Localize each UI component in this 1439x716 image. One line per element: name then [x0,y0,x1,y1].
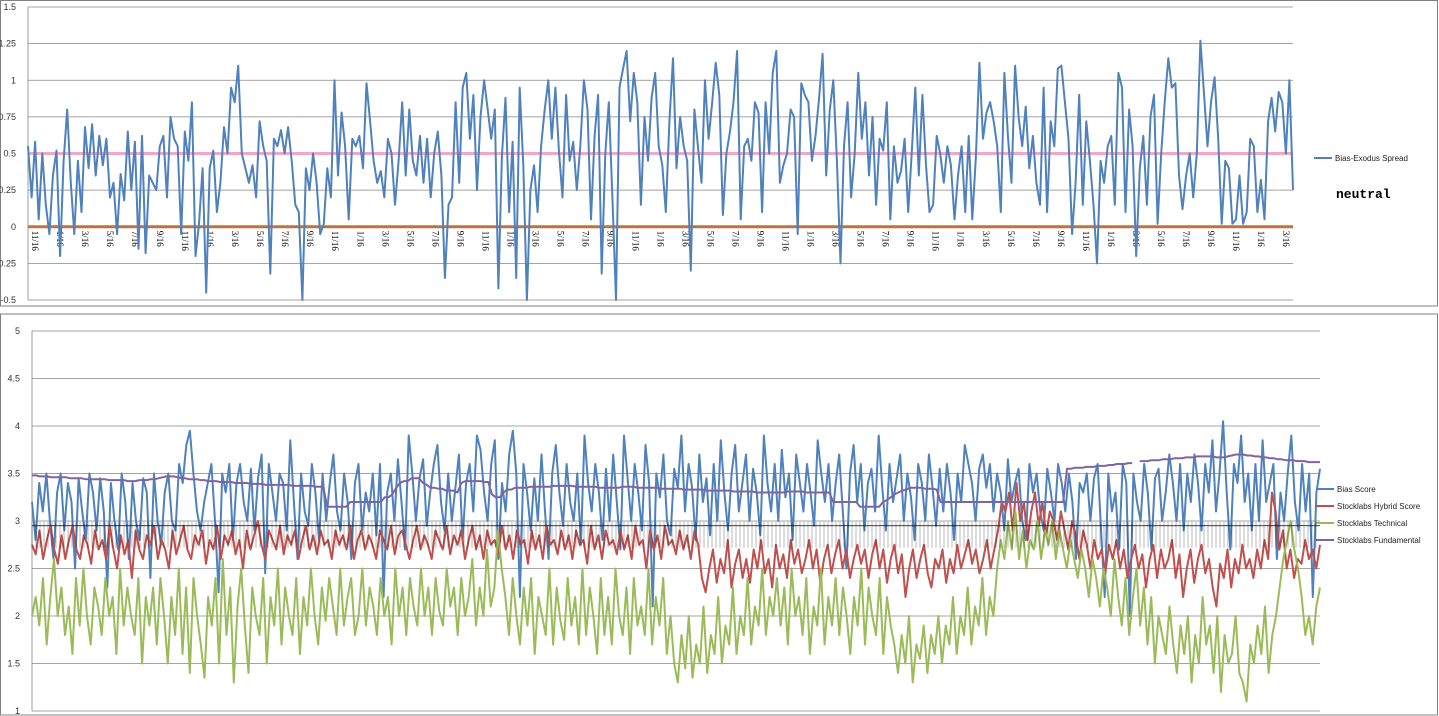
x-tick-label: 11/16 [330,231,340,252]
x-tick-label: 9/16 [155,231,165,248]
x-tick-label: 7/16 [280,231,290,248]
x-tick-label: 7/16 [1181,231,1191,248]
x-tick-label: 1/16 [1106,231,1116,248]
y-tick-label: 3 [15,516,20,526]
y-tick-label: 3.5 [7,469,20,479]
x-tick-label: 11/16 [931,231,941,252]
x-tick-label: 9/16 [305,231,315,248]
y-tick-label: 2 [15,611,20,621]
y-tick-label: 4 [15,421,20,431]
x-tick-label: 3/16 [530,231,540,248]
x-tick-label: 11/16 [1081,231,1091,252]
x-tick-label: 1/16 [355,231,365,248]
x-tick-label: 5/16 [1156,231,1166,248]
y-tick-label: 0.5 [3,149,16,159]
x-tick-label: 5/16 [405,231,415,248]
x-tick-label: 7/16 [430,231,440,248]
series-line [32,453,1320,508]
legend-label: Bias Score [1337,485,1376,494]
x-tick-label: 5/16 [706,231,716,248]
x-tick-label: 1/16 [806,231,816,248]
x-tick-label: 9/16 [1056,231,1066,248]
legend-label: Stocklabs Fundamental [1337,536,1421,545]
x-tick-label: 1/16 [1256,231,1266,248]
y-tick-label: 1.5 [3,2,16,12]
y-tick-label: 1.25 [0,39,16,49]
x-tick-label: 3/16 [230,231,240,248]
x-tick-label: 11/16 [180,231,190,252]
x-tick-label: 7/16 [1031,231,1041,248]
x-tick-label: 7/16 [580,231,590,248]
x-tick-label: 9/16 [756,231,766,248]
x-tick-label: 11/16 [781,231,791,252]
legend-label: Stocklabs Technical [1337,519,1407,528]
series-line [27,39,1294,301]
x-tick-label: 5/16 [1006,231,1016,248]
y-tick-label: 0 [11,222,16,232]
x-tick-label: 9/16 [1206,231,1216,248]
x-tick-label: 11/16 [630,231,640,252]
x-tick-label: 3/16 [1281,231,1291,248]
x-tick-label: 9/16 [605,231,615,248]
x-tick-label: 7/16 [130,231,140,248]
x-tick-label: 5/16 [105,231,115,248]
x-tick-label: 11/16 [30,231,40,252]
x-tick-label: 11/16 [1231,231,1241,252]
legend-label: Bias-Exodus Spread [1335,154,1408,163]
y-tick-label: 1 [11,75,16,85]
x-tick-label: 9/16 [455,231,465,248]
x-tick-label: 3/16 [681,231,691,248]
chart-frame [0,313,1438,716]
x-tick-label: 1/16 [956,231,966,248]
y-tick-label: -0.5 [0,295,16,305]
legend-label: Stocklabs Hybrid Score [1337,502,1421,511]
x-tick-label: 5/16 [255,231,265,248]
y-tick-label: 5 [15,326,20,336]
spread-chart: 1.5 1.25 1 0.75 0.5 0.25 0 -0.25 -0.5 11/16 1/16 3/… [0,0,1438,307]
y-tick-label: 1.5 [7,659,20,669]
x-tick-label: 1/16 [656,231,666,248]
x-tick-label: 11/16 [480,231,490,252]
x-tick-label: 3/16 [380,231,390,248]
series-line [31,510,1321,703]
x-tick-label: 3/16 [981,231,991,248]
x-tick-label: 5/16 [856,231,866,248]
y-tick-label: 0.25 [0,185,16,195]
x-tick-label: 1/16 [505,231,515,248]
y-tick-label: 4.5 [7,374,20,384]
scores-chart: 5 4.5 4 3.5 3 2.5 2 1.5 1 Bias Score Stocklabs Hyb… [0,313,1438,716]
x-tick-label: 1/16 [205,231,215,248]
x-tick-label: 3/16 [80,231,90,248]
x-tick-label: 7/16 [731,231,741,248]
x-tick-label: 3/16 [831,231,841,248]
chart-frame [0,0,1438,307]
y-tick-label: 1 [15,706,20,716]
y-tick-label: 0.75 [0,112,16,122]
x-tick-label: 7/16 [881,231,891,248]
x-tick-label: 9/16 [906,231,916,248]
y-tick-label: 2.5 [7,564,20,574]
neutral-annotation: neutral [1336,187,1391,202]
y-tick-label: -0.25 [0,258,16,268]
x-tick-label: 5/16 [555,231,565,248]
